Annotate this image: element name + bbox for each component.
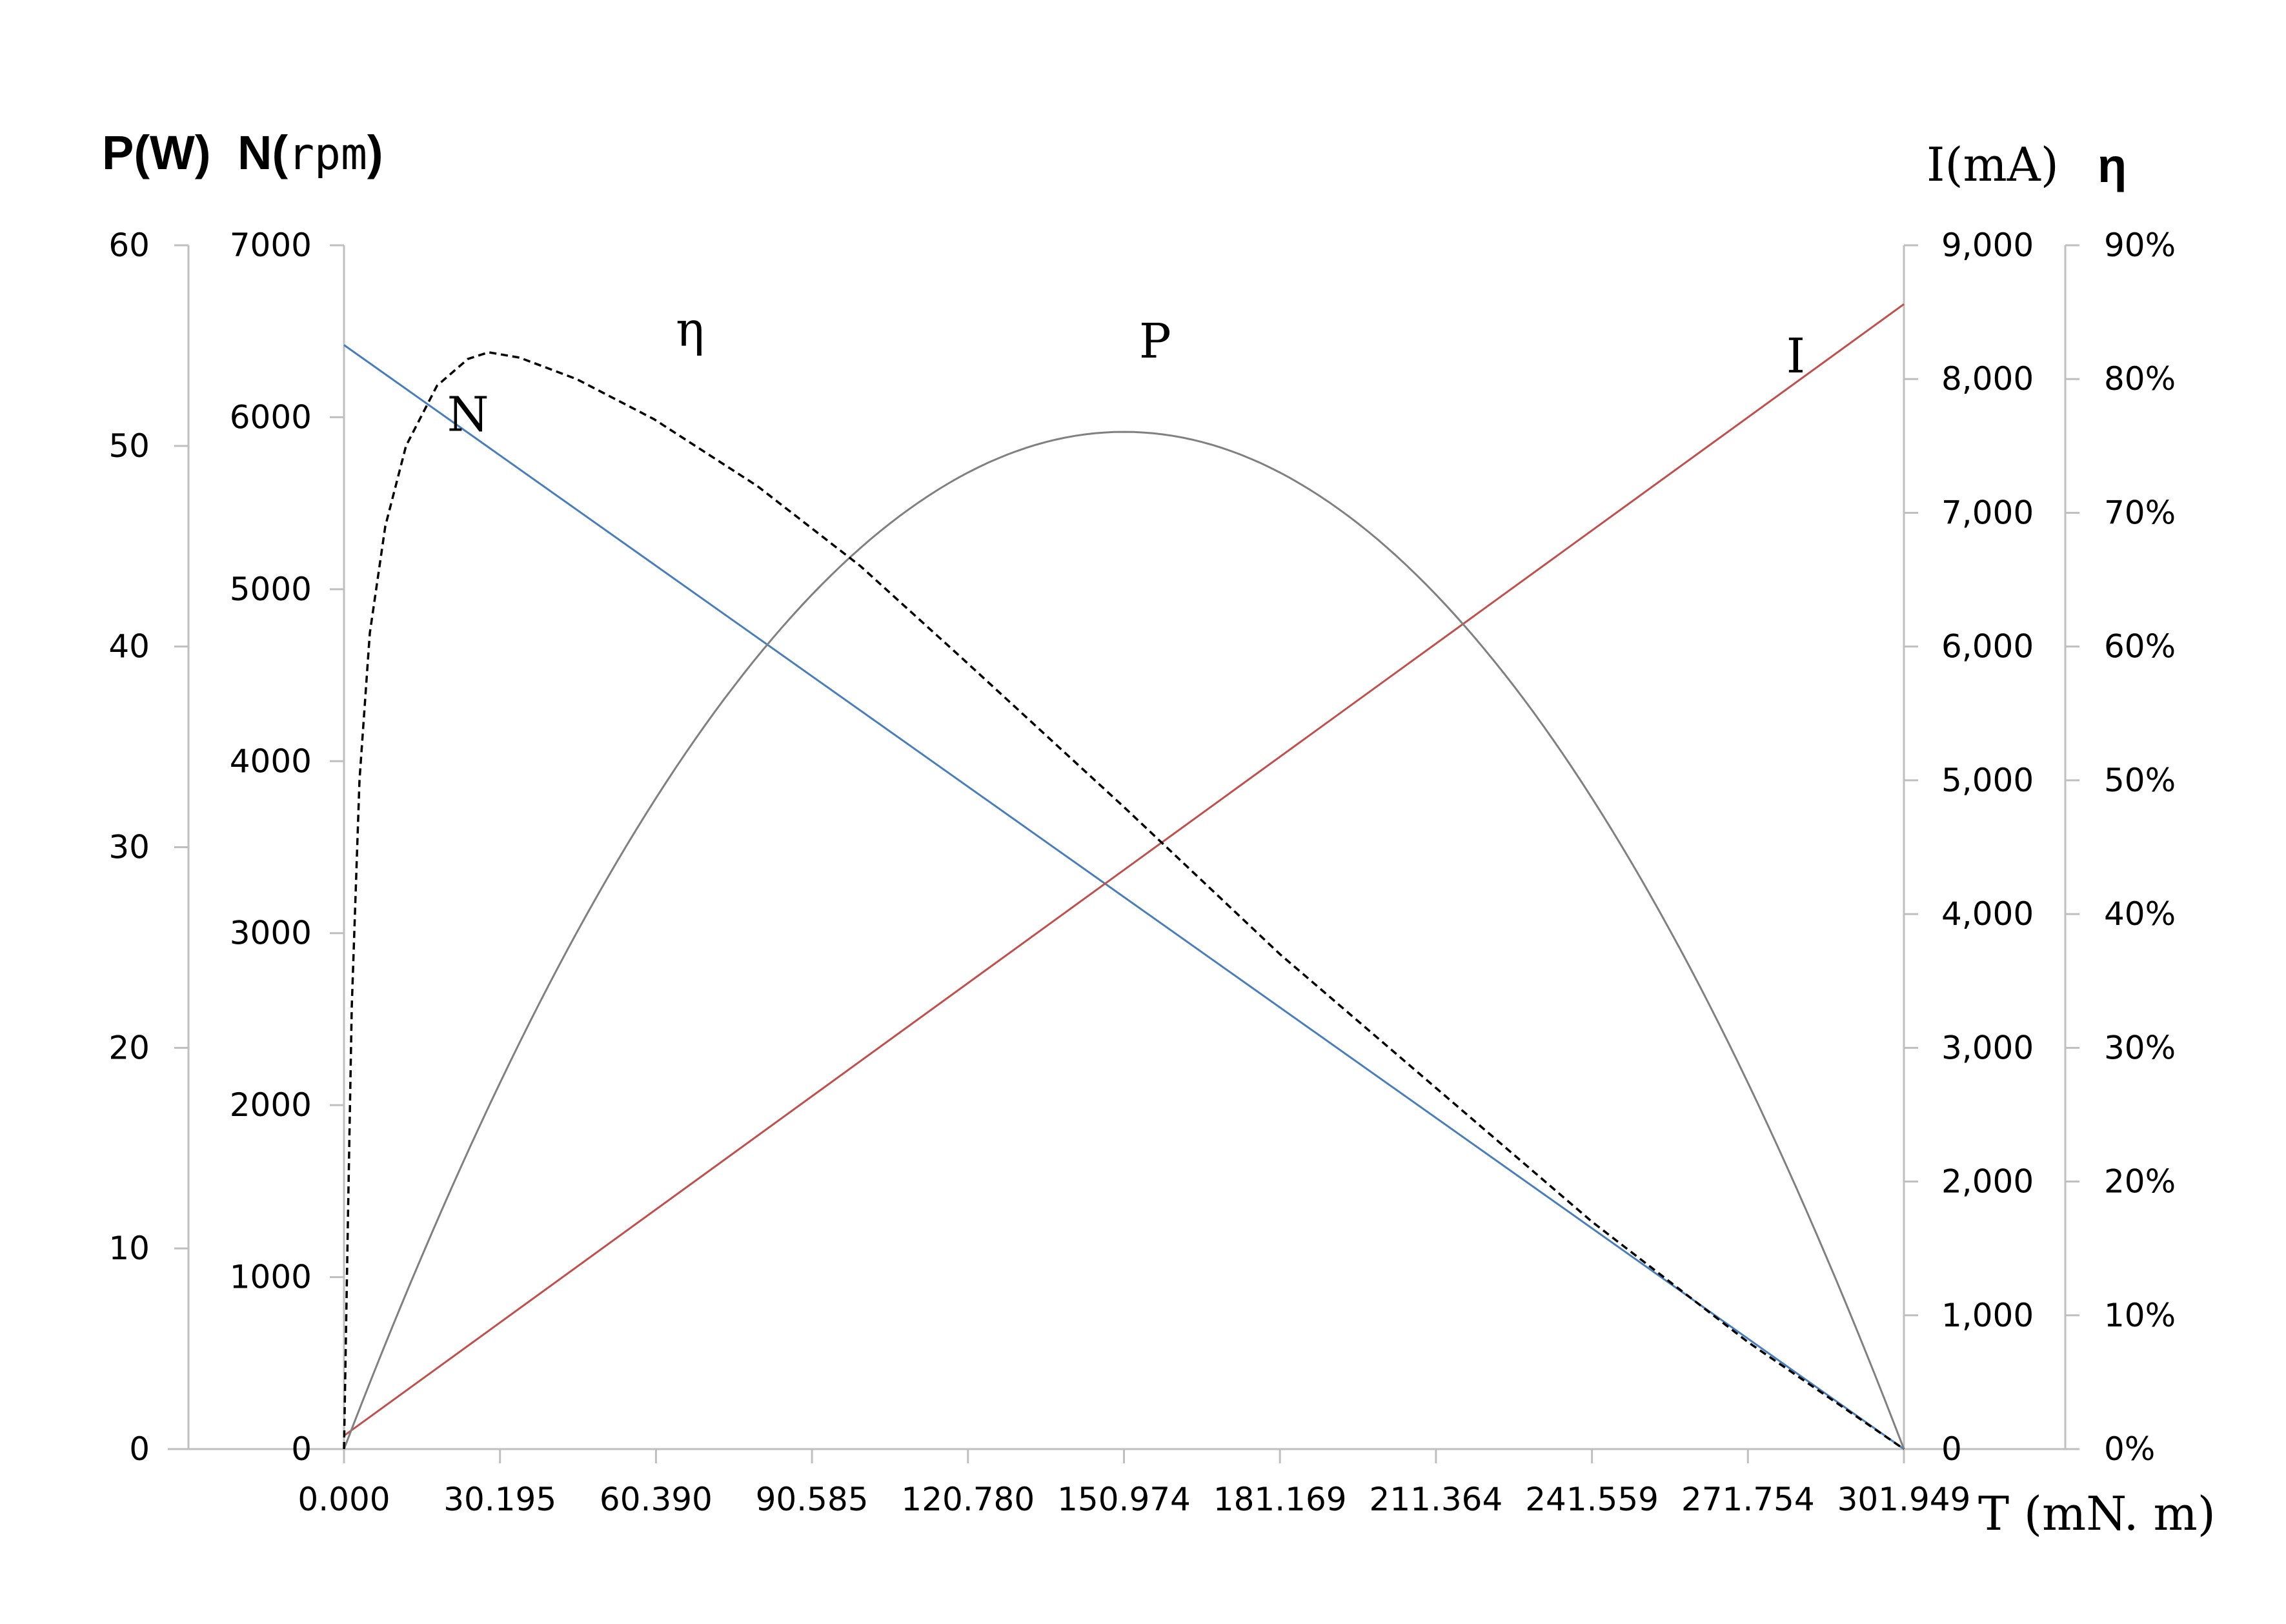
x-tick-label: 90.585 xyxy=(756,1481,869,1518)
efficiency-tick-label: 90% xyxy=(2104,227,2176,264)
x-tick-label: 0.000 xyxy=(298,1481,390,1518)
efficiency-tick-label: 80% xyxy=(2104,360,2176,398)
speed-tick-label: 4000 xyxy=(230,742,312,780)
efficiency-axis-title: η xyxy=(2098,139,2127,192)
x-tick-label: 60.390 xyxy=(600,1481,713,1518)
curve-p xyxy=(343,431,1905,1450)
curve-label-p: P xyxy=(1139,314,1171,369)
current-axis-title: I(mA) xyxy=(1927,137,2059,192)
axis-titles-layer: P(W) N(rpm) I(mA) η T (mN. m) xyxy=(102,126,2216,1541)
x-tick-label: 211.364 xyxy=(1370,1481,1503,1518)
curve-label-n: N xyxy=(447,387,489,443)
curve-efficiency xyxy=(343,351,1905,1450)
x-tick-label: 241.559 xyxy=(1525,1481,1659,1518)
current-tick-label: 0 xyxy=(1941,1430,1962,1468)
power-tick-label: 0 xyxy=(129,1430,150,1468)
tick-labels-layer: 0 10 20 30 40 50 60 0 1000 2000 3000 4000 5000 6000 70… xyxy=(108,227,2176,1518)
x-tick-label: 120.780 xyxy=(901,1481,1035,1518)
current-tick-label: 8,000 xyxy=(1941,360,2034,398)
x-axis-title: T (mN. m) xyxy=(1978,1487,2216,1541)
current-tick-label: 5,000 xyxy=(1941,762,2034,799)
current-tick-label: 7,000 xyxy=(1941,494,2034,531)
power-axis-title: P(W) xyxy=(102,126,211,179)
current-tick-label: 1,000 xyxy=(1941,1297,2034,1334)
efficiency-tick-label: 0% xyxy=(2104,1430,2155,1468)
current-tick-label: 4,000 xyxy=(1941,895,2034,933)
speed-tick-label: 2000 xyxy=(230,1086,312,1124)
power-tick-label: 30 xyxy=(108,829,150,866)
curves-layer xyxy=(343,303,1905,1450)
current-tick-label: 2,000 xyxy=(1941,1163,2034,1201)
power-tick-label: 60 xyxy=(108,227,150,264)
power-tick-label: 10 xyxy=(108,1230,150,1267)
speed-axis-title: N(rpm) xyxy=(238,126,383,180)
speed-tick-label: 1000 xyxy=(230,1259,312,1296)
efficiency-tick-label: 70% xyxy=(2104,494,2176,531)
curve-label-i: I xyxy=(1786,329,1805,384)
efficiency-tick-label: 40% xyxy=(2104,895,2176,933)
speed-tick-label: 0 xyxy=(291,1430,312,1468)
speed-tick-label: 5000 xyxy=(230,571,312,608)
current-tick-label: 6,000 xyxy=(1941,628,2034,665)
curve-n xyxy=(343,344,1905,1450)
speed-tick-label: 7000 xyxy=(230,227,312,264)
power-tick-label: 40 xyxy=(108,628,150,665)
axes-layer xyxy=(168,244,2079,1463)
efficiency-tick-label: 20% xyxy=(2104,1163,2176,1201)
x-tick-label: 181.169 xyxy=(1213,1481,1347,1518)
curve-label-efficiency: η xyxy=(676,301,704,357)
x-tick-label: 271.754 xyxy=(1681,1481,1815,1518)
current-tick-label: 3,000 xyxy=(1941,1029,2034,1066)
efficiency-tick-label: 60% xyxy=(2104,628,2176,665)
curve-i xyxy=(343,303,1905,1437)
x-tick-label: 30.195 xyxy=(443,1481,556,1518)
efficiency-tick-label: 10% xyxy=(2104,1297,2176,1334)
efficiency-tick-label: 50% xyxy=(2104,762,2176,799)
speed-tick-label: 3000 xyxy=(230,915,312,952)
power-tick-label: 50 xyxy=(108,427,150,465)
x-tick-label: 301.949 xyxy=(1837,1481,1971,1518)
speed-tick-label: 6000 xyxy=(230,398,312,436)
efficiency-tick-label: 30% xyxy=(2104,1029,2176,1066)
current-tick-label: 9,000 xyxy=(1941,227,2034,264)
curve-labels-layer: η P I N xyxy=(447,301,1805,442)
power-tick-label: 20 xyxy=(108,1029,150,1066)
x-tick-label: 150.974 xyxy=(1057,1481,1191,1518)
